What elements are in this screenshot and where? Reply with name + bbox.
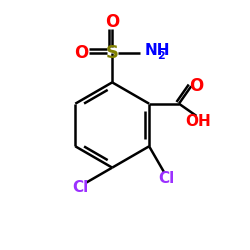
Text: OH: OH bbox=[186, 114, 212, 128]
Text: S: S bbox=[106, 44, 119, 62]
Text: Cl: Cl bbox=[72, 180, 88, 195]
Text: 2: 2 bbox=[157, 50, 165, 60]
Text: O: O bbox=[74, 44, 88, 62]
Text: NH: NH bbox=[144, 43, 170, 58]
Text: O: O bbox=[105, 13, 119, 31]
Text: O: O bbox=[190, 77, 204, 95]
Text: Cl: Cl bbox=[158, 171, 174, 186]
